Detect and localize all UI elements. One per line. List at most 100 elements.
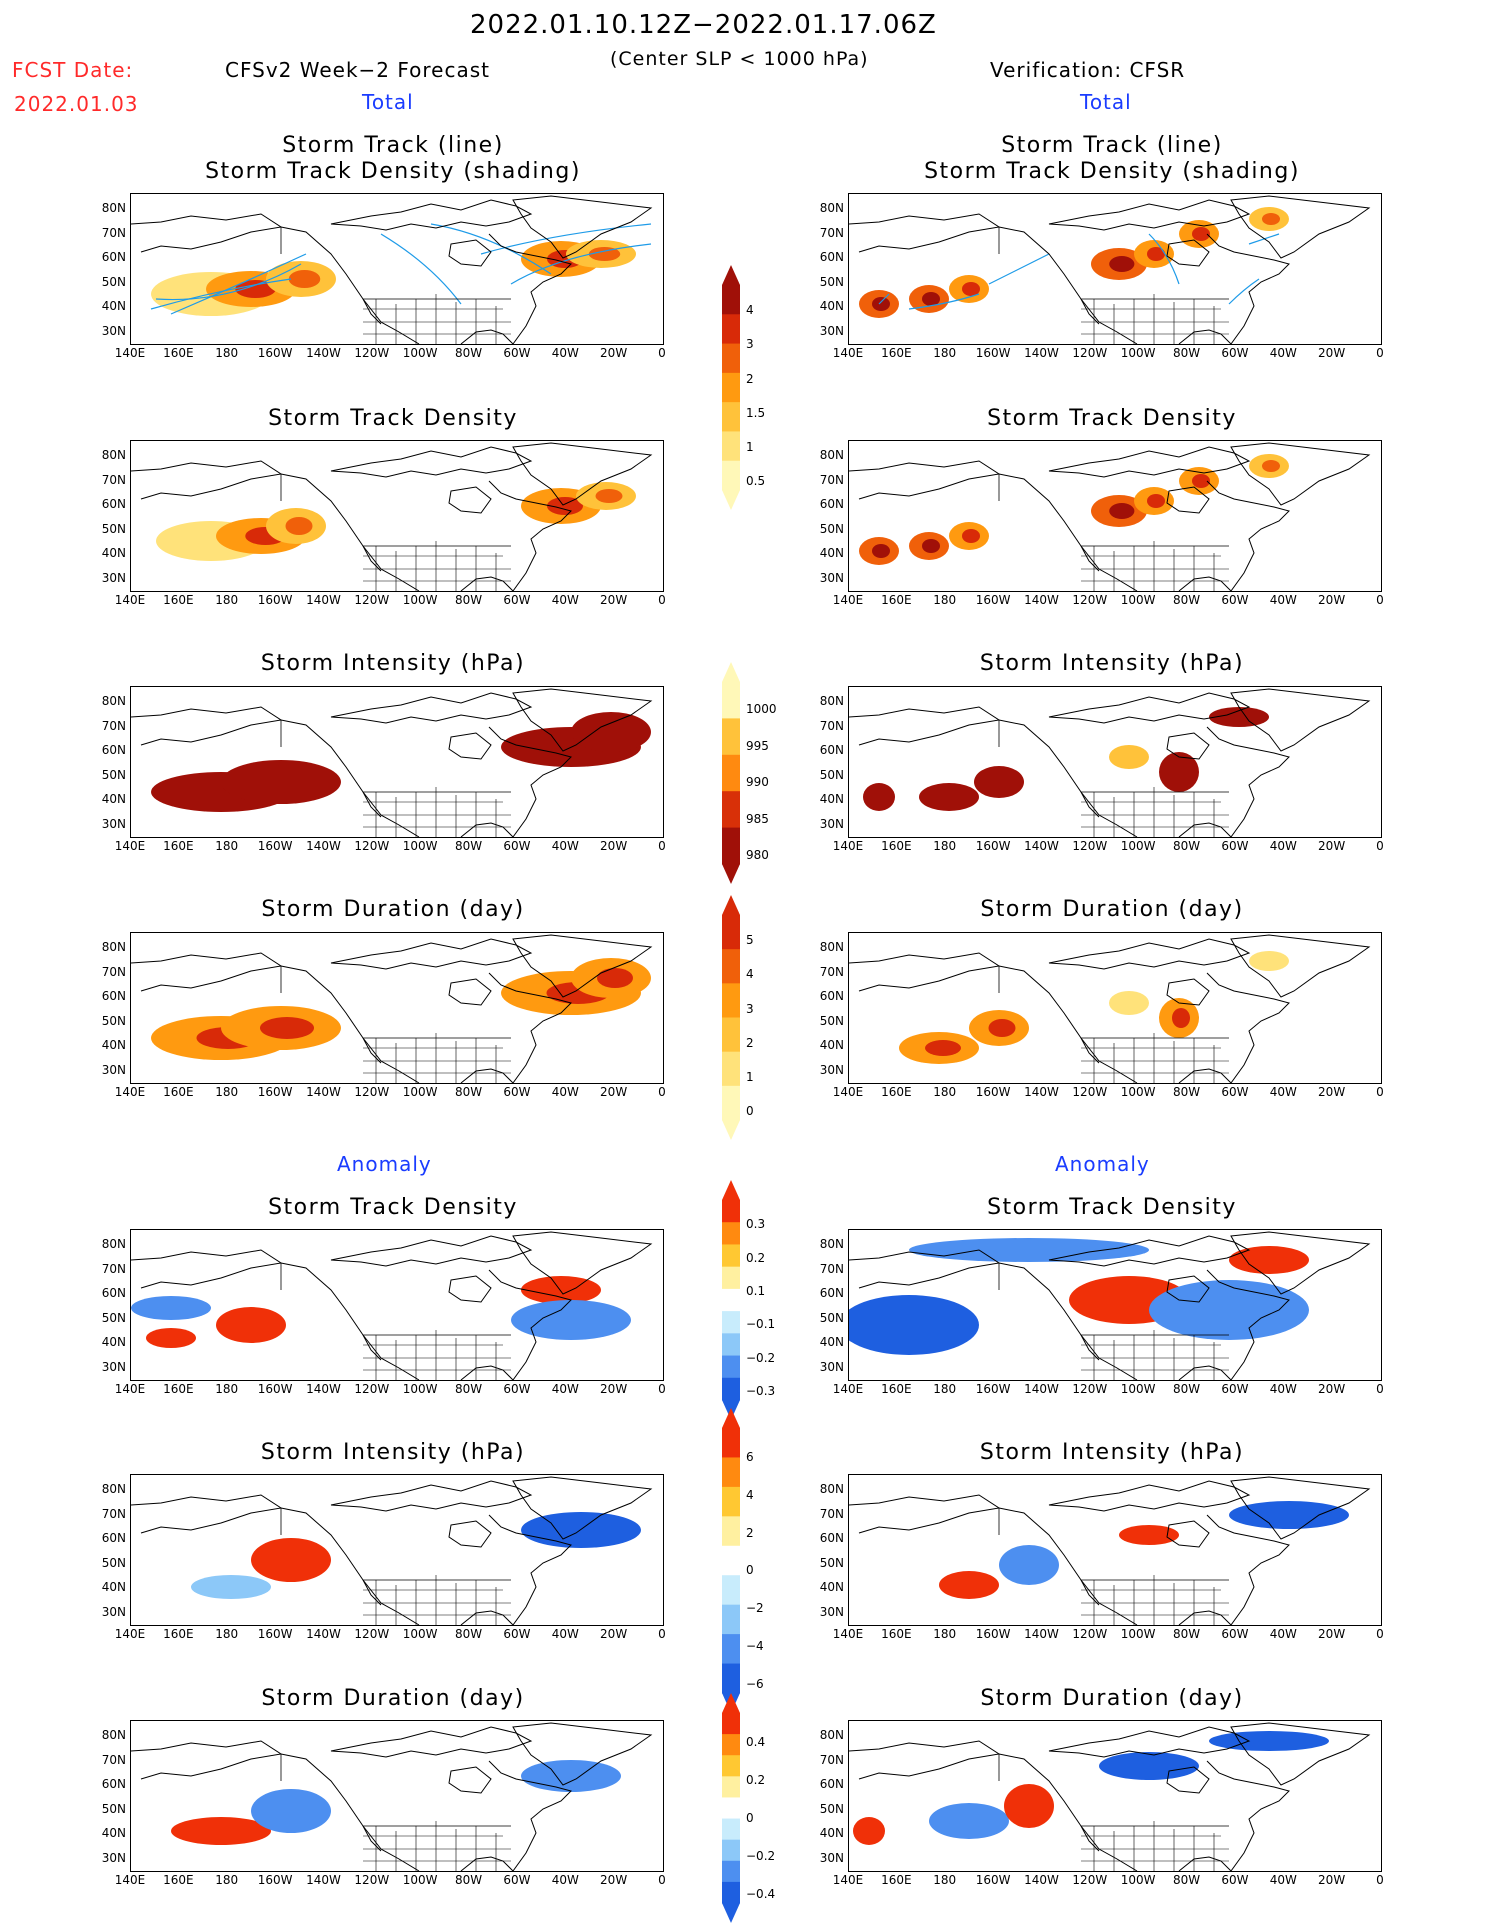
coastline bbox=[512, 442, 653, 506]
lat-tick-label: 80N bbox=[101, 940, 126, 954]
lon-tick-label: 80W bbox=[454, 1085, 483, 1099]
country-border bbox=[998, 1263, 1229, 1336]
colorbar-segment bbox=[722, 791, 740, 829]
coastline bbox=[1048, 1235, 1251, 1267]
lon-tick-label: 20W bbox=[600, 1627, 628, 1641]
coastline bbox=[448, 1520, 492, 1548]
lat-tick-label: 30N bbox=[819, 1359, 844, 1374]
shading-core bbox=[260, 1017, 314, 1039]
lon-tick-label: 140W bbox=[1024, 1627, 1059, 1641]
lat-tick-label: 80N bbox=[101, 448, 126, 462]
coastline bbox=[512, 688, 653, 752]
lat-tick-label: 70N bbox=[819, 718, 844, 733]
coastline bbox=[362, 1037, 514, 1083]
panel-title-duration-anom-left: Storm Duration (day) bbox=[261, 1686, 525, 1711]
coastline bbox=[1080, 1579, 1232, 1625]
colorbar-segment bbox=[722, 1839, 740, 1862]
lat-tick-label: 60N bbox=[101, 497, 126, 511]
shading-region bbox=[216, 1307, 286, 1343]
lat-tick-label: 80N bbox=[101, 1482, 126, 1496]
map-canvas-left-intensity bbox=[131, 688, 653, 837]
lon-tick-label: 60W bbox=[503, 1382, 531, 1396]
country-border bbox=[280, 1263, 511, 1336]
storm-track-line bbox=[150, 278, 292, 310]
lat-tick-label: 60N bbox=[101, 989, 126, 1003]
lon-tick-label: 100W bbox=[402, 839, 438, 853]
lon-tick-label: 60W bbox=[1221, 593, 1249, 607]
lon-tick-label: 20W bbox=[600, 839, 628, 853]
lat-tick-label: 40N bbox=[101, 299, 126, 313]
lon-tick-label: 60W bbox=[503, 839, 531, 853]
shading-region bbox=[221, 760, 341, 804]
coastline bbox=[998, 1753, 1100, 1852]
lon-tick-label: 180 bbox=[215, 1382, 239, 1396]
lon-tick-label: 120W bbox=[1072, 1382, 1108, 1396]
lat-tick-label: 50N bbox=[101, 521, 126, 536]
coastline bbox=[330, 446, 533, 478]
lon-tick-label: 120W bbox=[1072, 1627, 1108, 1641]
lat-tick-label: 60N bbox=[819, 989, 844, 1003]
lon-tick-label: 140W bbox=[306, 1873, 341, 1887]
colorbar-tick-label: −0.2 bbox=[746, 1350, 776, 1365]
coastline bbox=[998, 1507, 1100, 1606]
lat-tick-label: 50N bbox=[101, 1013, 126, 1028]
lat-tick-label: 70N bbox=[101, 1261, 126, 1276]
lon-tick-label: 40W bbox=[1269, 1873, 1297, 1887]
colorbar-tick-label: −4 bbox=[746, 1639, 764, 1654]
panel-title-duration-anom-right: Storm Duration (day) bbox=[980, 1686, 1244, 1711]
panel-title-density-left: Storm Track Density bbox=[268, 406, 518, 431]
coastline bbox=[362, 1825, 514, 1871]
lon-tick-label: 100W bbox=[1120, 839, 1156, 853]
coastline bbox=[512, 1476, 653, 1540]
colorbar-tick-label: 0 bbox=[746, 1563, 754, 1578]
coastline bbox=[362, 545, 514, 591]
lon-tick-label: 100W bbox=[402, 1873, 438, 1887]
shading-core bbox=[962, 282, 980, 296]
verification-label: Verification: CFSR bbox=[990, 58, 1186, 82]
panel-title-intensity-left: Storm Intensity (hPa) bbox=[260, 651, 526, 676]
shading-core bbox=[922, 539, 940, 553]
lon-tick-label: 80W bbox=[454, 346, 483, 360]
colorbar-segment bbox=[722, 1734, 740, 1756]
shading-region bbox=[909, 1238, 1149, 1262]
lat-tick-label: 40N bbox=[101, 546, 126, 560]
shading-region bbox=[521, 1276, 601, 1304]
anomaly-label-right: Anomaly bbox=[1055, 1152, 1150, 1176]
lat-tick-label: 40N bbox=[101, 1335, 126, 1349]
coastline bbox=[448, 239, 492, 267]
shading-core bbox=[925, 1040, 961, 1056]
shading-region bbox=[863, 783, 895, 811]
shading-region bbox=[849, 1295, 979, 1355]
lat-tick-label: 40N bbox=[819, 1580, 844, 1594]
lon-tick-label: 180 bbox=[215, 1627, 239, 1641]
map-canvas-left-intensity-anom bbox=[131, 1476, 653, 1625]
lon-tick-label: 0 bbox=[658, 593, 666, 607]
shading-region bbox=[191, 1575, 271, 1599]
colorbar-tick-label: 4 bbox=[746, 1487, 754, 1502]
lat-tick-label: 40N bbox=[819, 299, 844, 313]
lon-tick-label: 20W bbox=[600, 593, 628, 607]
lon-tick-label: 0 bbox=[658, 1627, 666, 1641]
lat-tick-label: 40N bbox=[819, 1826, 844, 1840]
lon-tick-label: 160W bbox=[257, 1382, 293, 1396]
coastline bbox=[1206, 726, 1290, 837]
lat-tick-label: 50N bbox=[101, 1801, 126, 1816]
lon-tick-label: 20W bbox=[600, 346, 628, 360]
shading-core bbox=[1147, 247, 1165, 261]
lon-tick-label: 120W bbox=[354, 1873, 390, 1887]
lat-tick-label: 70N bbox=[101, 225, 126, 240]
panel-title-intensity-anom-right: Storm Intensity (hPa) bbox=[979, 1440, 1245, 1465]
colorbar-tick-label: 0.4 bbox=[746, 1735, 766, 1749]
lon-tick-label: 20W bbox=[1318, 1627, 1346, 1641]
lon-tick-label: 180 bbox=[933, 1085, 957, 1099]
lat-tick-label: 50N bbox=[819, 274, 844, 289]
coastline bbox=[330, 1235, 533, 1267]
coastline bbox=[330, 199, 533, 231]
lon-tick-label: 160E bbox=[163, 839, 194, 853]
colorbar-segment bbox=[722, 1486, 740, 1517]
lon-tick-label: 40W bbox=[551, 1085, 579, 1099]
colorbar-segment bbox=[722, 1881, 740, 1904]
map-canvas-left-duration bbox=[131, 934, 653, 1083]
lon-tick-label: 180 bbox=[215, 1873, 239, 1887]
lon-tick-label: 80W bbox=[1172, 839, 1201, 853]
